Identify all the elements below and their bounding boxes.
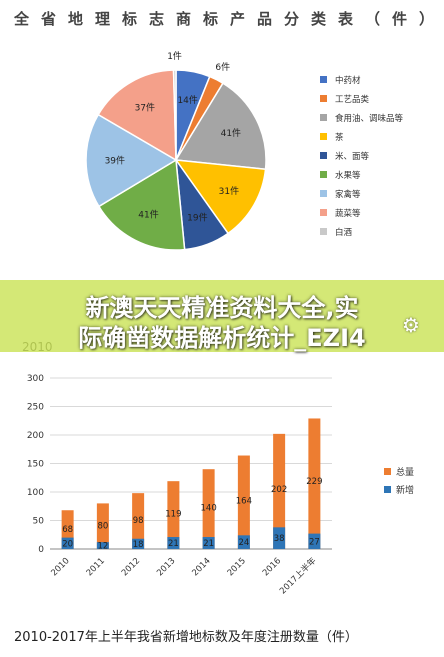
legend-item: 中药材 [320, 70, 403, 89]
bar-total [308, 418, 321, 549]
pie-slice [85, 113, 178, 208]
bar-chart: 0501001502002503006820201080122011981820… [0, 352, 444, 612]
legend-label: 蔬菜等 [335, 208, 361, 219]
bar-total [202, 469, 215, 549]
pie-slice-label: 14件 [177, 94, 197, 106]
legend-swatch [384, 486, 391, 493]
pie-slice-label: 41件 [138, 209, 158, 221]
pie-slice [172, 69, 177, 161]
legend-swatch [320, 95, 327, 102]
bar-total [96, 503, 109, 549]
bar-total-label: 98 [133, 516, 144, 526]
pie-slice-label: 1件 [167, 50, 182, 62]
y-tick-label: 150 [27, 460, 44, 470]
legend-swatch [320, 152, 327, 159]
y-tick-label: 250 [27, 403, 44, 413]
bar-new [167, 537, 180, 549]
bar-new-label: 24 [238, 538, 249, 548]
bar-chart-background [0, 352, 444, 612]
bar-new [132, 538, 145, 549]
gear-icon[interactable]: ⚙ [402, 313, 420, 337]
legend-label: 总量 [396, 466, 414, 478]
bar-new [202, 537, 215, 549]
bar-total [132, 493, 145, 549]
legend-item: 米、面等 [320, 146, 403, 165]
legend-swatch [320, 190, 327, 197]
bar-total [237, 455, 250, 549]
legend-item: 水果等 [320, 165, 403, 184]
pie-slice-label: 37件 [135, 101, 155, 113]
bar-new-label: 18 [133, 540, 144, 550]
pie-slice-label: 19件 [187, 211, 207, 223]
bar-total-label: 202 [271, 485, 287, 495]
bar-total-label: 68 [62, 525, 73, 535]
legend-label: 食用油、调味品等 [335, 113, 404, 124]
bar-new-label: 21 [168, 539, 179, 549]
pie-slice [174, 159, 267, 235]
bar-new-label: 27 [309, 537, 320, 547]
banner-headline-line1[interactable]: 新澳天天精准资料大全,实 [85, 294, 359, 322]
bar-total-label: 80 [97, 521, 108, 531]
bar-total [273, 433, 286, 549]
pie-slice-label: 39件 [105, 154, 125, 166]
y-tick-label: 50 [33, 517, 45, 527]
pie-slice-label: 6件 [215, 61, 230, 73]
legend-swatch [320, 171, 327, 178]
legend-item: 工艺品类 [320, 89, 403, 108]
pie-slice-label: 31件 [219, 185, 239, 197]
bar-total-label: 229 [306, 477, 322, 487]
legend-item: 白酒 [320, 222, 403, 241]
legend-item: 蔬菜等 [320, 203, 403, 222]
pie-slice [97, 158, 186, 251]
y-tick-label: 100 [27, 488, 44, 498]
banner-headline-line2[interactable]: 际确凿数据解析统计_EZI4 [78, 324, 366, 352]
bar-total-label: 119 [165, 510, 181, 520]
y-tick-label: 300 [27, 374, 44, 384]
bar-new-label: 38 [274, 534, 285, 544]
legend-swatch [384, 468, 391, 475]
bar-total-label: 164 [236, 496, 252, 506]
bar-new [273, 527, 286, 549]
bar-new [237, 535, 250, 549]
pie-slice [97, 69, 177, 162]
legend-swatch [320, 76, 327, 83]
legend-swatch [320, 114, 327, 121]
legend-swatch [320, 209, 327, 216]
legend-label: 米、面等 [335, 151, 370, 162]
legend-label: 工艺品类 [335, 94, 370, 105]
bar-total-label: 140 [201, 504, 217, 514]
bar-total [167, 481, 180, 549]
legend-label: 水果等 [335, 170, 361, 181]
pie-slice-label: 41件 [221, 127, 241, 139]
legend-item: 茶 [320, 127, 403, 146]
legend-label: 茶 [335, 132, 344, 143]
legend-swatch [320, 228, 327, 235]
bar-new [96, 542, 109, 549]
legend-item: 家禽等 [320, 184, 403, 203]
bar-chart-caption: 2010-2017年上半年我省新增地标数及年度注册数量（件） [14, 630, 358, 645]
bar-new-label: 12 [97, 542, 108, 552]
pie-slice [174, 82, 267, 171]
y-tick-label: 200 [27, 431, 44, 441]
legend-label: 新增 [396, 484, 414, 496]
bar-new-label: 20 [62, 539, 73, 549]
bar-new [61, 537, 74, 549]
overlay-banner[interactable] [0, 280, 444, 352]
legend-label: 中药材 [335, 75, 361, 86]
legend-item: 食用油、调味品等 [320, 108, 403, 127]
legend-label: 白酒 [335, 227, 353, 238]
bar-new-label: 21 [203, 539, 214, 549]
y-tick-label: 0 [38, 545, 44, 555]
bar-new [308, 533, 321, 549]
legend-swatch [320, 133, 327, 140]
pie-legend: 中药材工艺品类食用油、调味品等茶米、面等水果等家禽等蔬菜等白酒 [320, 70, 403, 241]
legend-label: 家禽等 [335, 189, 361, 200]
pie-chart: 14件 6件 41件 31件 19件 41件 39件 37件 1件 [85, 50, 267, 251]
pie-chart-title: 全省地理标志商标产品分类表（件） [14, 10, 444, 28]
